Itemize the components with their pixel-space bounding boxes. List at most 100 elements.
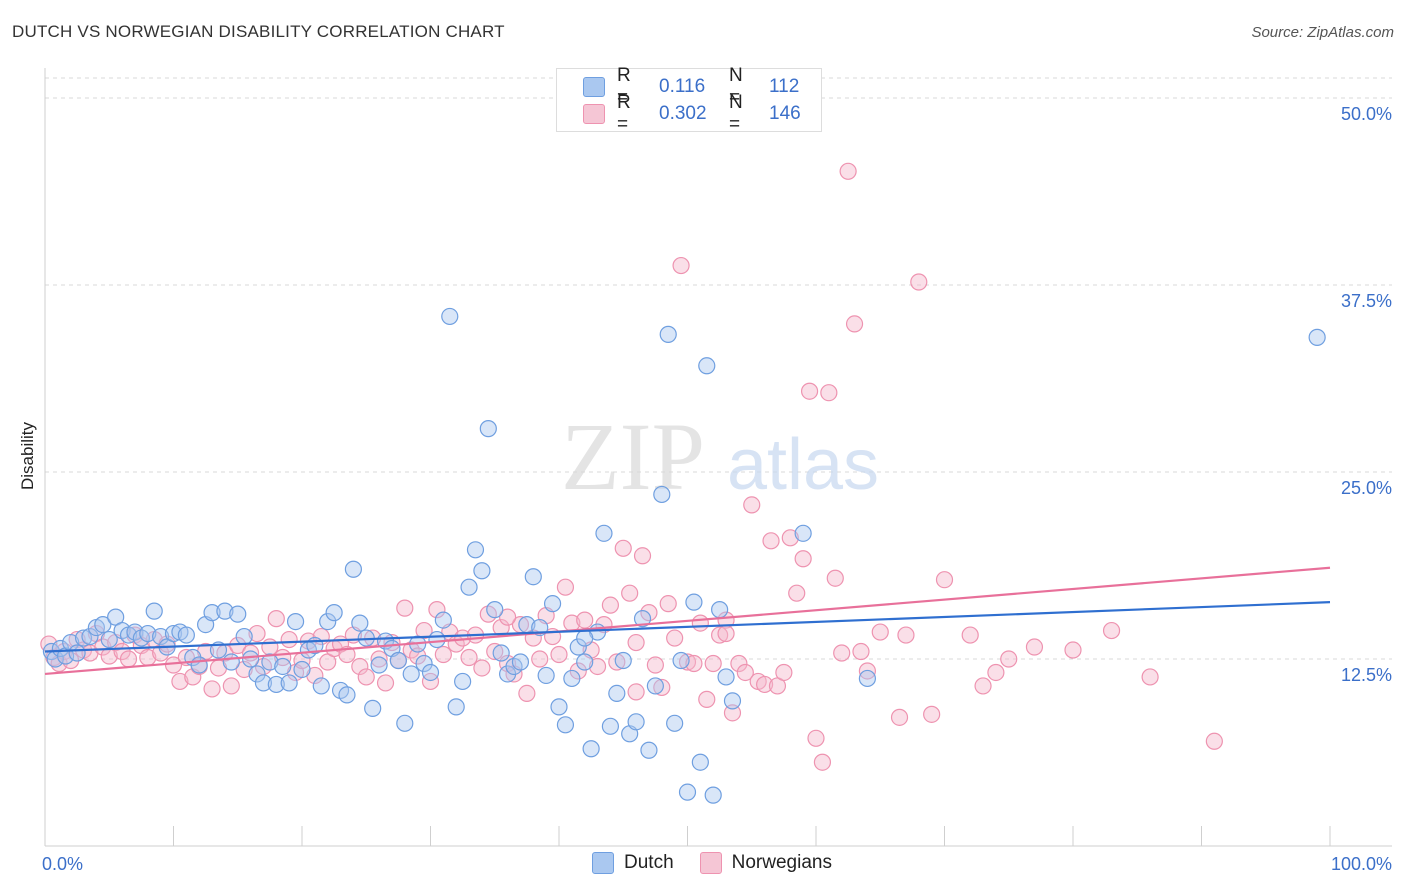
norwegians-point	[743, 496, 761, 514]
dutch-point	[473, 562, 491, 580]
dutch-point	[447, 698, 465, 716]
dutch-point	[563, 669, 581, 688]
dutch-point	[235, 627, 253, 646]
dutch-point	[152, 627, 170, 646]
series-legend-dutch[interactable]: Dutch	[592, 852, 674, 874]
norwegians-point	[473, 659, 491, 677]
norwegians-point	[434, 645, 452, 664]
legend-r-label: R =	[617, 92, 631, 135]
norwegians-point	[807, 729, 825, 747]
norwegians-point	[235, 660, 253, 679]
norwegians-point	[723, 704, 742, 722]
dutch-point	[640, 741, 658, 759]
dutch-point	[486, 601, 504, 619]
dutch-point	[678, 783, 697, 801]
norwegians-point	[987, 663, 1005, 682]
norwegians-point	[775, 663, 793, 682]
legend-r-value: 0.116	[659, 76, 706, 97]
norwegians-point	[762, 532, 780, 550]
norwegians-point	[376, 674, 395, 692]
norwegians-point	[974, 677, 992, 695]
norwegians-point	[576, 611, 594, 629]
dutch-point	[344, 560, 362, 578]
dutch-point	[666, 714, 684, 732]
dutch-point	[242, 650, 260, 668]
norwegians-swatch	[583, 104, 605, 124]
series-legend-norwegians[interactable]: Norwegians	[699, 852, 832, 874]
legend-r-label: R =	[617, 65, 631, 108]
norwegians-point	[813, 753, 832, 771]
dutch-point	[441, 307, 459, 326]
dutch-point	[338, 686, 356, 704]
dutch-point	[216, 602, 234, 620]
norwegians-point	[1141, 668, 1159, 686]
norwegians-point	[621, 584, 639, 602]
dutch-point	[659, 325, 677, 343]
dutch-point	[164, 624, 183, 643]
norwegians-point	[666, 629, 684, 647]
y-tick-label: 12.5%	[1341, 665, 1392, 685]
norwegians-point	[370, 650, 388, 668]
dutch-point	[139, 624, 157, 643]
dutch-point	[537, 666, 555, 685]
dutch-point	[396, 714, 414, 732]
norwegians-point	[897, 626, 915, 644]
source-label: Source: ZipAtlas.com	[1251, 24, 1394, 41]
norwegians-point	[691, 614, 709, 632]
norwegians-point	[396, 599, 414, 617]
dutch-point	[492, 644, 510, 662]
series-legend-norwegians-label: Norwegians	[731, 852, 832, 873]
series-legend: Dutch Norwegians	[592, 852, 858, 874]
norwegians-point	[518, 684, 536, 703]
dutch-point	[704, 786, 722, 804]
correlation-legend: R = 0.116 N = 112 R = 0.302 N = 146	[556, 65, 822, 135]
norwegians-point	[280, 630, 298, 649]
dutch-point	[370, 656, 388, 674]
dutch-point	[145, 602, 163, 620]
dutch-point	[222, 653, 240, 671]
y-tick-label: 37.5%	[1341, 291, 1392, 311]
dutch-point	[595, 524, 613, 542]
dutch-point	[421, 663, 440, 682]
norwegians-point	[1205, 732, 1223, 750]
dutch-point	[576, 653, 594, 671]
dutch-point	[94, 615, 112, 634]
dutch-point	[479, 420, 497, 438]
dutch-point	[653, 485, 671, 504]
watermark: ZIP atlas	[561, 403, 879, 510]
dutch-swatch	[592, 852, 614, 874]
norwegians-point	[627, 633, 645, 652]
dutch-point	[286, 612, 305, 631]
norwegians-point	[781, 529, 799, 547]
legend-row-dutch: R = 0.116 N = 112	[583, 65, 799, 108]
norwegians-point	[659, 595, 677, 613]
dutch-point	[248, 665, 266, 683]
norwegians-point	[826, 569, 844, 587]
dutch-point	[633, 610, 652, 628]
norwegians-point	[550, 645, 568, 664]
norwegians-point	[499, 608, 517, 626]
norwegians-point	[640, 604, 658, 622]
norwegians-point	[890, 708, 909, 726]
norwegians-point	[486, 642, 504, 661]
dutch-point	[511, 653, 530, 671]
norwegians-point	[531, 650, 549, 668]
dutch-point	[434, 611, 452, 629]
dutch-point	[627, 713, 645, 731]
dutch-point	[794, 524, 812, 542]
norwegians-point	[961, 626, 979, 644]
series-legend-dutch-label: Dutch	[624, 852, 674, 873]
norwegians-point	[730, 654, 748, 673]
dutch-point	[389, 651, 407, 670]
norwegians-point	[556, 578, 575, 596]
norwegians-point	[627, 683, 645, 701]
norwegians-point	[1025, 638, 1044, 656]
dutch-point	[723, 692, 742, 710]
dutch-point	[267, 675, 285, 694]
norwegians-point	[267, 610, 285, 628]
dutch-swatch	[583, 77, 605, 97]
dutch-point	[608, 684, 626, 703]
dutch-point	[190, 656, 208, 674]
dutch-point	[126, 623, 144, 641]
